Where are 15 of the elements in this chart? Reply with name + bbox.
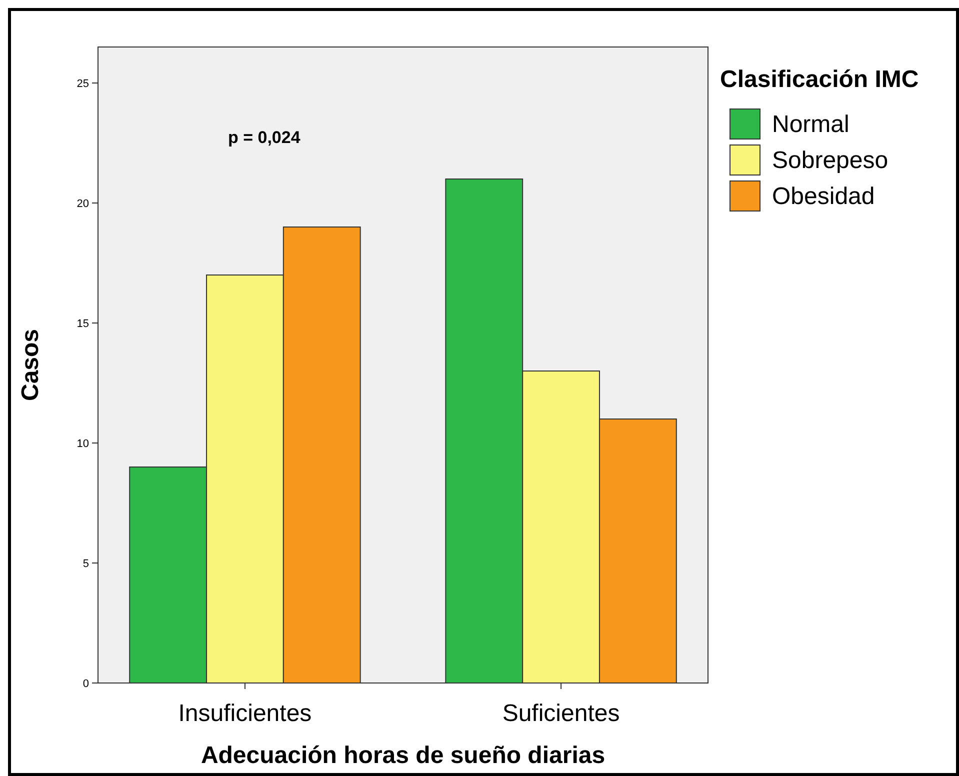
annotation: p = 0,024 xyxy=(228,128,301,147)
legend-title: Clasificación IMC xyxy=(720,66,919,93)
y-axis-title: Casos xyxy=(17,328,44,402)
x-axis-title: Adecuación horas de sueño diarias xyxy=(200,742,606,769)
x-tick-label: Insuficientes xyxy=(178,700,312,727)
y-tick-label: 25 xyxy=(76,78,89,90)
y-tick-label: 5 xyxy=(82,558,89,570)
y-tick-label: 15 xyxy=(76,318,89,330)
legend-label: Sobrepeso xyxy=(772,147,888,174)
x-tick-label: Suficientes xyxy=(502,700,620,727)
y-tick-label: 20 xyxy=(76,198,89,210)
legend-label: Normal xyxy=(772,111,850,138)
y-tick-label: 0 xyxy=(82,678,89,690)
legend-label: Obesidad xyxy=(772,183,875,210)
y-tick-label: 10 xyxy=(76,438,89,450)
